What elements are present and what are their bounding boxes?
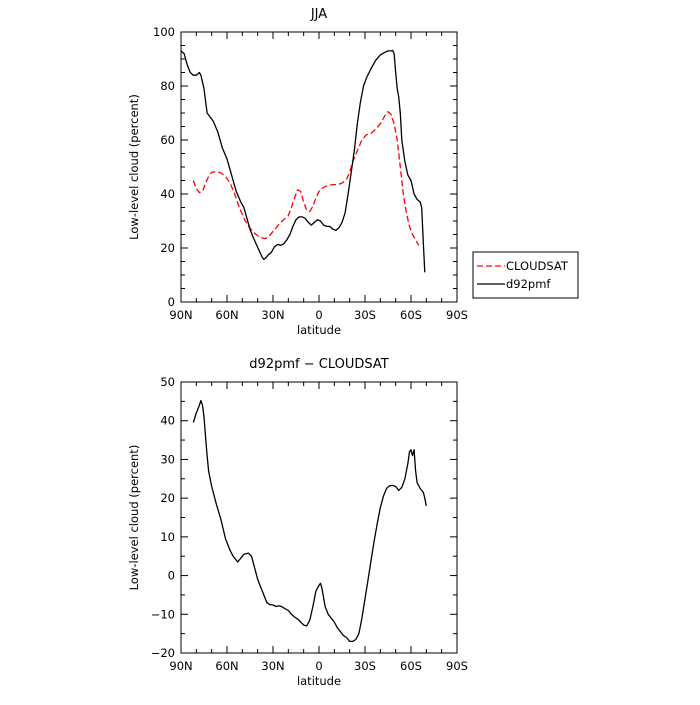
plot-frame bbox=[180, 381, 458, 654]
x-tick-label: 90S bbox=[446, 659, 468, 673]
y-axis-label: Low-level cloud (percent) bbox=[127, 445, 141, 591]
x-tick-label: 30S bbox=[354, 659, 376, 673]
x-tick-label: 90S bbox=[446, 308, 468, 322]
y-tick-label: 20 bbox=[160, 491, 175, 505]
series-line-cloudsat bbox=[192, 111, 420, 246]
series-line-difference bbox=[192, 399, 427, 643]
y-tick-label: 20 bbox=[160, 241, 175, 255]
y-tick-label: 50 bbox=[160, 375, 175, 389]
x-tick-label: 30N bbox=[261, 659, 284, 673]
x-tick-label: 0 bbox=[315, 308, 322, 322]
x-tick-label: 60N bbox=[215, 308, 238, 322]
y-tick-label: 0 bbox=[168, 295, 175, 309]
y-tick-label: 40 bbox=[160, 414, 175, 428]
y-tick-label: 0 bbox=[168, 569, 175, 583]
x-axis-label: latitude bbox=[297, 323, 341, 337]
x-tick-label: 90N bbox=[169, 659, 192, 673]
chart-panel-1: JJA 90N 60N 30N 0 30S 60S 90S 0 20 40 60 80 100 latitu… bbox=[127, 7, 579, 337]
legend-label: d92pmf bbox=[506, 277, 551, 291]
x-tick-label: 90N bbox=[169, 308, 192, 322]
x-tick-label: 30S bbox=[354, 308, 376, 322]
series-line-d92pmf bbox=[180, 49, 426, 273]
x-tick-label: 60S bbox=[400, 659, 422, 673]
x-tick-label: 0 bbox=[315, 659, 322, 673]
x-tick-label: 60N bbox=[215, 659, 238, 673]
y-tick-label: 40 bbox=[160, 187, 175, 201]
y-tick-label: −20 bbox=[151, 646, 175, 660]
x-tick-label: 60S bbox=[400, 308, 422, 322]
y-tick-label: −10 bbox=[151, 607, 175, 621]
chart-title: JJA bbox=[310, 7, 327, 22]
legend: CLOUDSAT d92pmf bbox=[472, 251, 579, 299]
chart-title: d92pmf − CLOUDSAT bbox=[249, 357, 388, 372]
plot-frame bbox=[180, 31, 458, 303]
y-tick-label: 80 bbox=[160, 79, 175, 93]
y-tick-label: 30 bbox=[160, 452, 175, 466]
y-tick-label: 10 bbox=[160, 530, 175, 544]
x-axis-label: latitude bbox=[297, 674, 341, 688]
y-tick-label: 60 bbox=[160, 133, 175, 147]
y-tick-label: 100 bbox=[153, 25, 175, 39]
legend-box bbox=[472, 251, 579, 299]
chart-panel-2: d92pmf − CLOUDSAT 90N 60N 30N 0 30S 60S 90S −20 −… bbox=[127, 357, 468, 688]
y-axis-label: Low-level cloud (percent) bbox=[127, 94, 141, 240]
legend-label: CLOUDSAT bbox=[506, 259, 569, 273]
x-tick-label: 30N bbox=[261, 308, 284, 322]
